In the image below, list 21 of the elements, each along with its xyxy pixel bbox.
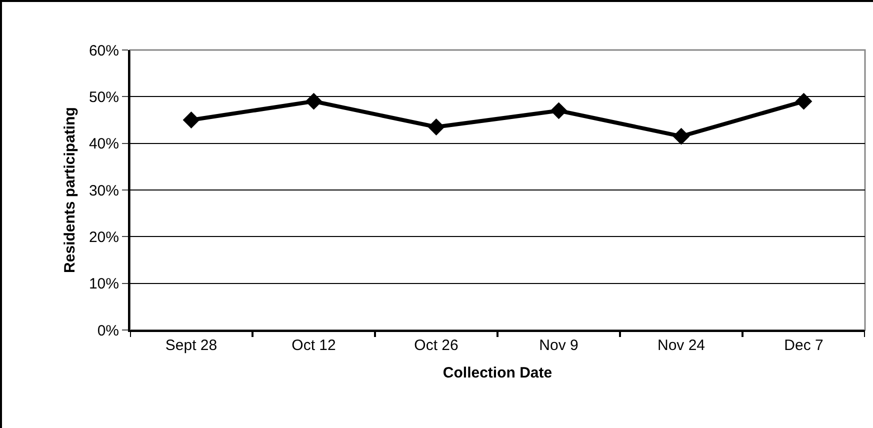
y-axis-title: Residents participating [62, 107, 79, 273]
y-tick-label: 50% [88, 88, 119, 106]
point [795, 92, 812, 110]
point [305, 92, 322, 110]
x-tick-label: Oct 26 [414, 337, 458, 354]
x-tick-label: Nov 9 [539, 337, 578, 354]
point [428, 118, 445, 136]
y-tick-label: 10% [88, 276, 119, 293]
y-tick-label: 40% [88, 136, 119, 153]
y-tick-label: 30% [88, 182, 119, 200]
point [182, 112, 200, 128]
x-axis-title: Collection Date [442, 364, 552, 382]
y-tick-label: 0% [97, 322, 119, 340]
x-tick-label: Sept 28 [165, 337, 218, 354]
y-tick-label: 20% [88, 228, 119, 246]
point [550, 102, 568, 120]
point [672, 128, 690, 145]
x-tick-label: Oct 12 [292, 337, 336, 354]
x-tick-label: Dec 7 [784, 337, 824, 354]
x-tick-label: Nov 24 [657, 337, 706, 354]
y-tick-label: 60% [88, 42, 119, 60]
